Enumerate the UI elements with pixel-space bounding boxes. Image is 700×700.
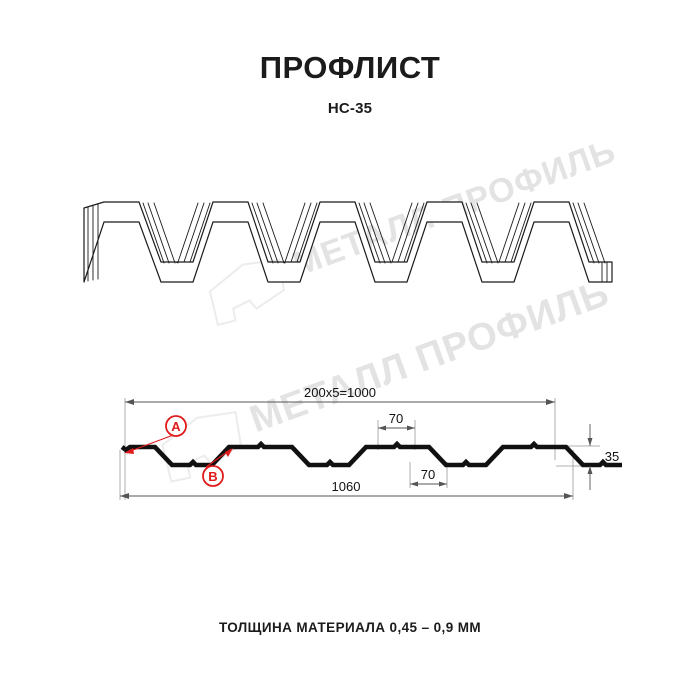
- isometric-sheet: [83, 201, 613, 283]
- callout-b-letter: B: [208, 469, 217, 484]
- dimension-top-span: 200x5=1000: [125, 385, 555, 405]
- callout-a: A: [124, 415, 187, 454]
- watermark-logo-shape-lower: [161, 411, 242, 483]
- arrow-left: [125, 399, 134, 405]
- callout-a-letter: A: [171, 419, 181, 434]
- arrow-left: [120, 493, 129, 499]
- header: ПРОФЛИСТ НС-35: [0, 50, 700, 117]
- dimension-top-span-label: 200x5=1000: [304, 385, 376, 400]
- callout-a-circle: [165, 415, 187, 437]
- callout-b-circle: [202, 465, 224, 487]
- fold-lines: [87, 202, 608, 283]
- product-model: НС-35: [327, 99, 373, 117]
- callout-b-arrow: [225, 448, 233, 457]
- arrow-right: [564, 493, 573, 499]
- dimension-flange-top-label: 70: [389, 411, 403, 426]
- arrow-left: [378, 425, 386, 431]
- arrow-right: [546, 399, 555, 405]
- arrow-up: [587, 466, 593, 474]
- page-title: ПРОФЛИСТ: [259, 50, 441, 85]
- callout-b: B: [202, 448, 233, 487]
- dimension-overall-width-label: 1060: [332, 479, 361, 494]
- arrow-down: [587, 438, 593, 446]
- dimension-overall-width: 1060: [120, 479, 573, 499]
- sheet-outline: [83, 201, 613, 283]
- dimension-flange-bottom: 70: [410, 467, 447, 487]
- profile-cross-section: [120, 440, 622, 468]
- arrow-right: [407, 425, 415, 431]
- dimension-height: 35: [587, 424, 619, 490]
- arrow-left: [410, 481, 418, 487]
- material-thickness-note: ТОЛЩИНА МАТЕРИАЛА 0,45 – 0,9 ММ: [218, 620, 482, 635]
- dimension-flange-top: 70: [378, 411, 415, 431]
- callout-a-arrow: [124, 448, 134, 454]
- dimension-flange-bottom-label: 70: [421, 467, 435, 482]
- dimension-height-label: 35: [605, 449, 619, 464]
- arrow-right: [439, 481, 447, 487]
